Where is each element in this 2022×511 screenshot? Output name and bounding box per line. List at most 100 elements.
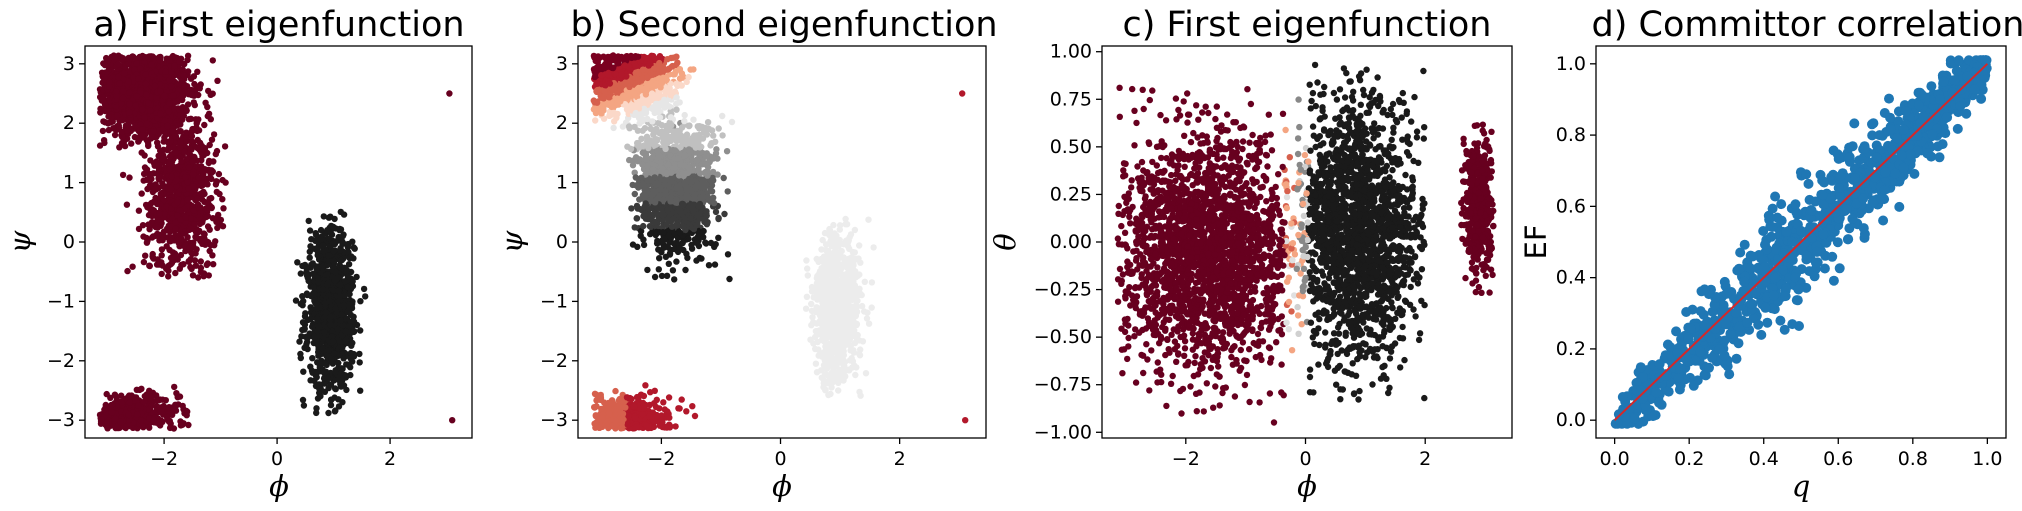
data-point [330,287,337,294]
data-point [330,247,337,255]
data-point [194,235,201,242]
data-point [188,133,196,140]
data-point [133,60,140,67]
data-point [209,252,216,259]
data-point [161,117,169,124]
data-point [154,143,162,150]
data-point [598,110,605,117]
data-point [181,148,188,155]
data-point [676,75,684,82]
data-point [292,297,300,304]
data-point [304,334,312,341]
data-point [330,223,337,231]
data-point [190,207,197,214]
data-point [340,355,347,362]
data-point [185,258,192,265]
data-point [143,166,151,173]
data-point [166,76,173,84]
data-point [317,393,324,400]
data-point [106,78,113,86]
data-point [143,239,151,246]
data-point [119,171,127,179]
data-point [446,90,453,97]
data-point [161,134,168,141]
data-point [332,369,339,376]
data-point [172,225,179,232]
data-point [593,99,601,106]
data-point [210,261,217,268]
data-point [316,323,323,330]
data-point [113,88,120,95]
data-point [214,77,221,85]
data-point [189,91,196,99]
data-point [219,223,227,230]
data-point [314,315,321,322]
data-point [126,89,133,96]
data-point [208,169,215,177]
data-point [183,129,190,136]
data-point [136,53,143,61]
data-point [126,399,133,406]
data-point [101,406,108,413]
data-point [171,383,178,391]
data-point [108,409,116,416]
data-point [325,409,332,417]
panel-a-xtick-label: 0 [271,448,283,470]
data-point [104,425,111,432]
data-point [204,212,211,220]
data-point [163,243,170,250]
data-point [99,127,107,135]
data-point [327,381,335,388]
data-point [105,113,112,120]
data-point [214,224,221,232]
data-point [601,88,608,95]
data-point [341,338,349,345]
data-point [193,246,200,253]
data-point [642,91,650,98]
data-point [176,58,183,65]
data-point [172,269,179,277]
data-point [313,231,320,239]
data-point [101,101,109,108]
data-point [189,158,196,165]
data-point [315,278,322,286]
data-point [671,71,678,78]
data-point [161,184,169,191]
data-point [315,352,322,359]
data-point [140,233,147,240]
data-point [594,54,602,61]
data-point [101,61,109,69]
data-point [300,402,308,409]
data-point [331,239,338,247]
panel-b-points [590,52,969,432]
data-point [341,292,349,299]
data-point [123,127,131,134]
data-point [205,110,213,118]
data-point [139,222,147,229]
panel-a-xlabel: ϕ [269,469,289,503]
data-point [141,114,148,121]
data-point [185,116,193,123]
data-point [119,88,127,95]
data-point [337,247,344,254]
data-point [126,55,133,63]
data-point [189,171,197,178]
data-point [332,305,339,312]
data-point [349,238,356,245]
data-point [203,261,210,269]
data-point [125,393,132,400]
data-point [306,248,313,255]
data-point [299,396,307,404]
data-point [156,210,163,218]
panel-a-ytick-label: 1 [63,172,75,194]
data-point [297,270,304,277]
panel-a-xtick-label: 2 [384,448,396,470]
data-point [596,64,603,72]
data-point [133,93,141,100]
data-point [337,383,345,390]
data-point [334,325,341,333]
data-point [350,255,357,262]
data-point [150,128,157,135]
data-point [141,54,149,62]
data-point [205,272,212,279]
